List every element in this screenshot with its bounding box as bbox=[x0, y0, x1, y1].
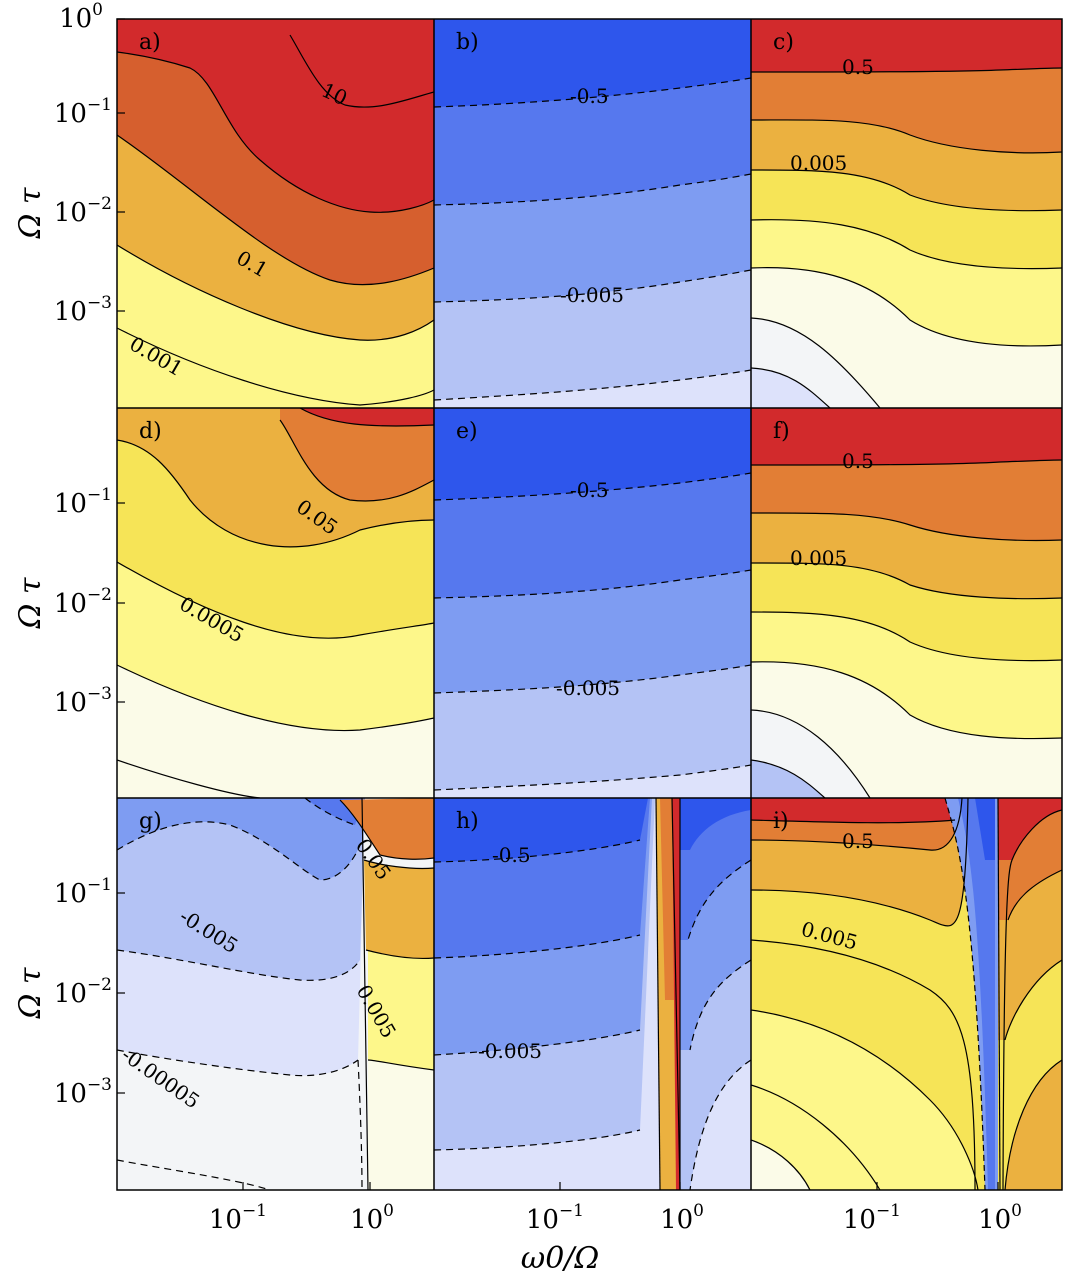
contour-label-e-1: -0.5 bbox=[570, 478, 609, 502]
panel-label-f: f) bbox=[773, 419, 790, 444]
panel-label-c: c) bbox=[773, 30, 794, 55]
x-tick-col3-2: 100 bbox=[978, 1201, 1022, 1235]
panel-d bbox=[117, 408, 434, 798]
y-axis-label-row2: Ω τ bbox=[13, 577, 48, 629]
panel-label-a: a) bbox=[139, 30, 161, 55]
contour-label-f-2: 0.005 bbox=[790, 546, 847, 570]
y-tick-row2-3: 10−3 bbox=[54, 684, 112, 718]
panel-h bbox=[434, 798, 751, 1190]
y-tick-row2-2: 10−2 bbox=[54, 585, 112, 619]
panel-label-e: e) bbox=[456, 419, 478, 444]
y-tick-top: 100 bbox=[59, 0, 103, 34]
contour-label-b-1: -0.5 bbox=[570, 84, 609, 108]
contour-label-e-2: -0.005 bbox=[556, 676, 620, 700]
x-tick-col2-1: 10−1 bbox=[526, 1201, 584, 1235]
contour-label-f-1: 0.5 bbox=[842, 449, 874, 473]
x-tick-col2-2: 100 bbox=[660, 1201, 704, 1235]
y-axis-label-row1: Ω τ bbox=[13, 187, 48, 239]
panel-a bbox=[117, 19, 434, 408]
contour-label-i-1: 0.5 bbox=[842, 829, 874, 853]
panel-label-d: d) bbox=[139, 419, 162, 444]
panel-g bbox=[117, 798, 434, 1190]
panel-i bbox=[751, 798, 1062, 1190]
panel-a-region-top bbox=[117, 19, 434, 213]
y-tick-row3-1: 10−1 bbox=[54, 875, 112, 909]
contour-label-b-2: -0.005 bbox=[560, 283, 624, 307]
contour-label-h-1: -0.5 bbox=[492, 843, 531, 867]
contour-label-c-2: 0.005 bbox=[790, 151, 847, 175]
panel-f bbox=[751, 408, 1062, 798]
contour-label-c-1: 0.5 bbox=[842, 55, 874, 79]
panel-b bbox=[434, 19, 751, 408]
y-tick-row1-2: 10−2 bbox=[54, 194, 112, 228]
x-tick-col1-2: 100 bbox=[350, 1201, 394, 1235]
y-axis-label-row3: Ω τ bbox=[13, 967, 48, 1019]
panel-label-i: i) bbox=[773, 809, 789, 834]
y-tick-row2-1: 10−1 bbox=[54, 485, 112, 519]
y-tick-row3-3: 10−3 bbox=[54, 1075, 112, 1109]
tick-marks bbox=[117, 18, 999, 1190]
x-tick-col1-1: 10−1 bbox=[209, 1201, 267, 1235]
contour-label-h-2: -0.005 bbox=[478, 1039, 542, 1063]
panel-c bbox=[751, 19, 1062, 408]
panel-label-g: g) bbox=[139, 809, 162, 834]
x-axis-label: ω0/Ω bbox=[521, 1241, 600, 1276]
panel-label-h: h) bbox=[456, 809, 479, 834]
panel-frames bbox=[116, 18, 1063, 1191]
y-tick-row3-2: 10−2 bbox=[54, 975, 112, 1009]
y-tick-row1-3: 10−3 bbox=[54, 293, 112, 327]
panel-label-b: b) bbox=[456, 30, 479, 55]
panel-e bbox=[434, 408, 751, 798]
x-tick-col3-1: 10−1 bbox=[843, 1201, 901, 1235]
y-tick-row1-1: 10−1 bbox=[54, 95, 112, 129]
